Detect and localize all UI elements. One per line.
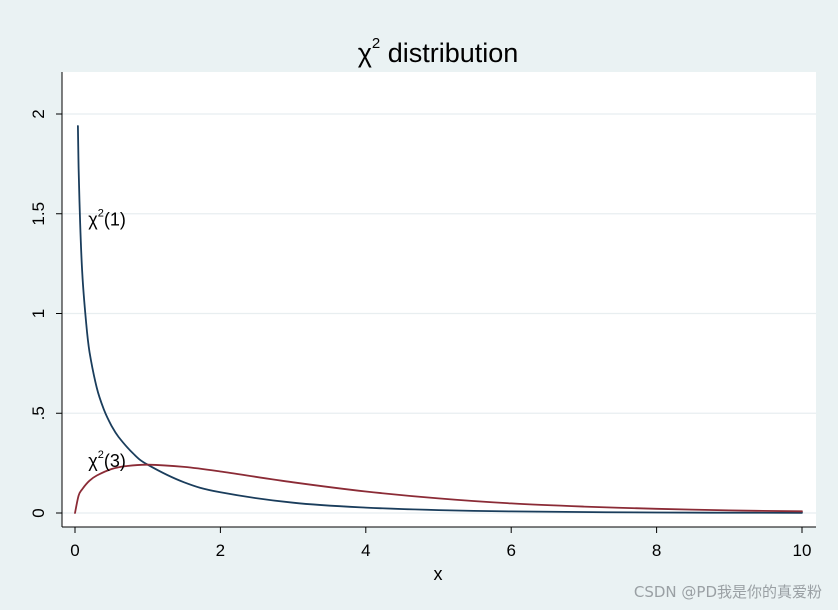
x-tick-label-0: 0 [70, 541, 79, 560]
labels-group: χ2(1) χ2(3) [88, 208, 126, 471]
x-tick-label-1: 2 [216, 541, 225, 560]
series-label-df1: χ2(1) [88, 208, 126, 230]
x-tick-label-2: 4 [361, 541, 370, 560]
chart-title: χ2 distribution [358, 35, 519, 68]
x-axis-label: x [434, 564, 443, 584]
plot-area [62, 72, 816, 527]
y-tick-label-4: 2 [29, 109, 48, 118]
watermark: CSDN @PD我是你的真爱粉 [633, 583, 822, 601]
series-line-df1 [77, 125, 803, 514]
x-tick-label-4: 8 [652, 541, 661, 560]
y-tick-label-2: 1 [29, 309, 48, 318]
x-tick-label-3: 6 [506, 541, 515, 560]
axes: 0 2 4 6 8 10 0 .5 1 1.5 2 [29, 72, 816, 560]
series-group [74, 125, 803, 514]
y-tick-label-3: 1.5 [29, 202, 48, 226]
x-tick-label-5: 10 [793, 541, 812, 560]
y-tick-label-1: .5 [29, 406, 48, 420]
series-line-df3 [74, 463, 803, 514]
series-label-df3: χ2(3) [88, 449, 126, 471]
y-tick-label-0: 0 [29, 508, 48, 517]
